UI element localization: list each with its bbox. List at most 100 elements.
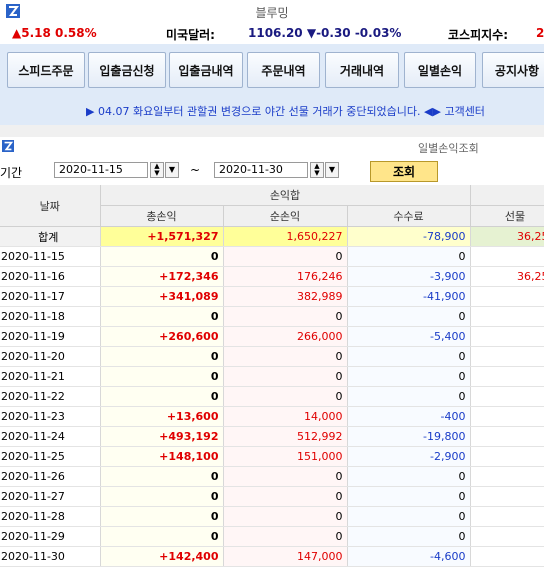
row-total: +493,192	[100, 426, 224, 447]
table-row[interactable]: 2020-11-210000	[0, 366, 544, 387]
row-date: 2020-11-25	[0, 446, 101, 467]
row-futures: 0	[470, 506, 544, 527]
col-header-pnl-group: 손익합	[100, 185, 471, 206]
summary-total: +1,571,327	[100, 226, 224, 247]
menu-toolbar: 스피드주문 입출금신청 입출금내역 주문내역 거래내역 일별손익 공지사항	[0, 46, 544, 96]
row-net: 0	[223, 466, 348, 487]
row-date: 2020-11-26	[0, 466, 101, 487]
row-total: +148,100	[100, 446, 224, 467]
row-futures: 0	[470, 426, 544, 447]
title-bar: 블루밍	[0, 0, 544, 22]
table-row[interactable]: 2020-11-260000	[0, 466, 544, 487]
market-ticker: ▲5.18 0.58% 미국달러: 1106.20 ▼-0.30 -0.03% …	[0, 22, 544, 44]
deposit-request-button[interactable]: 입출금신청	[88, 52, 166, 88]
usd-value: 1106.20 ▼-0.30 -0.03%	[248, 26, 402, 40]
end-date-spinner[interactable]: ▲ ▼	[310, 162, 324, 178]
row-date: 2020-11-15	[0, 246, 101, 267]
table-row[interactable]: 2020-11-150000	[0, 246, 544, 267]
row-total: 0	[100, 486, 224, 507]
row-fee: -400	[347, 406, 471, 427]
row-net: 0	[223, 386, 348, 407]
row-net: 0	[223, 486, 348, 507]
start-date-field[interactable]: 2020-11-15	[54, 162, 148, 178]
col-header-fee[interactable]: 수수료	[347, 205, 471, 227]
table-row[interactable]: 2020-11-290000	[0, 526, 544, 547]
notice-button[interactable]: 공지사항	[482, 52, 544, 88]
table-row[interactable]: 2020-11-280000	[0, 506, 544, 527]
row-futures: 36,250	[470, 266, 544, 287]
row-futures: 0	[470, 346, 544, 367]
table-row[interactable]: 2020-11-270000	[0, 486, 544, 507]
trade-history-button[interactable]: 거래내역	[325, 52, 399, 88]
row-date: 2020-11-16	[0, 266, 101, 287]
col-header-total[interactable]: 총손익	[100, 205, 224, 227]
row-date: 2020-11-19	[0, 326, 101, 347]
row-date: 2020-11-27	[0, 486, 101, 507]
table-row[interactable]: 2020-11-180000	[0, 306, 544, 327]
app-logo-icon	[6, 4, 20, 18]
table-row[interactable]: 2020-11-220000	[0, 386, 544, 407]
col-header-date[interactable]: 날짜	[0, 185, 101, 227]
row-total: +13,600	[100, 406, 224, 427]
row-futures: 0	[470, 246, 544, 267]
main-window: 블루밍 ▲5.18 0.58% 미국달러: 1106.20 ▼-0.30 -0.…	[0, 0, 544, 125]
start-date-spinner[interactable]: ▲ ▼	[150, 162, 164, 178]
row-fee: -2,900	[347, 446, 471, 467]
row-net: 0	[223, 246, 348, 267]
row-futures: 0	[470, 286, 544, 307]
row-date: 2020-11-24	[0, 426, 101, 447]
notice-marquee[interactable]: ▶ 04.07 화요일부터 관할권 변경으로 야간 선물 거래가 중단되었습니다…	[0, 99, 544, 121]
chevron-down-icon[interactable]: ▼	[325, 162, 339, 178]
row-total: +341,089	[100, 286, 224, 307]
row-fee: -3,900	[347, 266, 471, 287]
deposit-history-button[interactable]: 입출금내역	[169, 52, 243, 88]
daily-pnl-table: 날짜 손익합 총손익 순손익 수수료 선물 합계 +1,571,327 1,65…	[0, 185, 544, 567]
row-net: 266,000	[223, 326, 348, 347]
col-header-net[interactable]: 순손익	[223, 205, 348, 227]
daily-pnl-button[interactable]: 일별손익	[404, 52, 476, 88]
row-total: 0	[100, 306, 224, 327]
row-total: 0	[100, 246, 224, 267]
end-date-field[interactable]: 2020-11-30	[214, 162, 308, 178]
row-date: 2020-11-23	[0, 406, 101, 427]
row-date: 2020-11-21	[0, 366, 101, 387]
row-net: 176,246	[223, 266, 348, 287]
row-futures: 0	[470, 406, 544, 427]
row-futures: 0	[470, 526, 544, 547]
row-futures: 0	[470, 466, 544, 487]
summary-fee: -78,900	[347, 226, 471, 247]
row-fee: -19,800	[347, 426, 471, 447]
query-button[interactable]: 조회	[370, 161, 438, 182]
row-futures: 0	[470, 546, 544, 567]
row-fee: -41,900	[347, 286, 471, 307]
row-date: 2020-11-22	[0, 386, 101, 407]
usd-label: 미국달러:	[166, 28, 215, 42]
col-header-futures[interactable]: 선물	[470, 205, 544, 227]
kospi-change: ▲5.18 0.58%	[12, 26, 97, 40]
kospi-value: 2	[536, 26, 544, 40]
row-date: 2020-11-29	[0, 526, 101, 547]
row-futures: 0	[470, 326, 544, 347]
row-net: 0	[223, 526, 348, 547]
row-fee: -5,400	[347, 326, 471, 347]
row-fee: 0	[347, 506, 471, 527]
row-fee: 0	[347, 366, 471, 387]
col-header-blank	[470, 185, 544, 206]
kospi-label: 코스피지수:	[448, 28, 508, 42]
row-net: 0	[223, 346, 348, 367]
order-history-button[interactable]: 주문내역	[247, 52, 320, 88]
row-fee: 0	[347, 346, 471, 367]
row-net: 147,000	[223, 546, 348, 567]
summary-label: 합계	[0, 226, 101, 247]
chevron-down-icon[interactable]: ▼	[165, 162, 179, 178]
table-row[interactable]: 2020-11-200000	[0, 346, 544, 367]
speed-order-button[interactable]: 스피드주문	[7, 52, 85, 88]
row-futures: 0	[470, 386, 544, 407]
